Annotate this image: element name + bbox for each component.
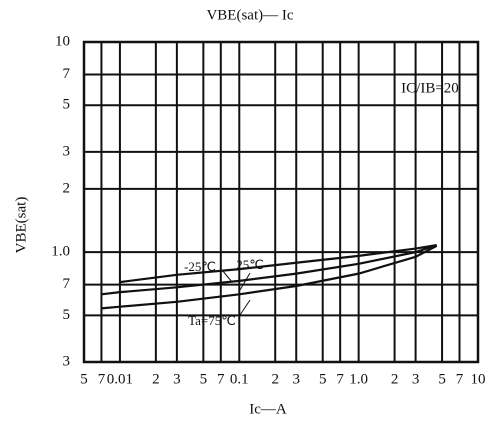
series-label: 25℃ [236, 257, 264, 272]
series-label: -25℃ [184, 259, 216, 274]
leader-line [239, 299, 251, 316]
x-tick-label: 0.1 [230, 371, 249, 387]
x-tick-label: 5 [80, 371, 88, 387]
series-line [101, 244, 437, 296]
x-tick-label: 0.01 [107, 371, 133, 387]
y-axis-label: VBE(sat) [13, 197, 29, 254]
y-tick-label: 10 [55, 33, 70, 49]
y-tick-label: 7 [63, 276, 71, 292]
x-tick-label: 10 [471, 371, 486, 387]
y-tick-label: 5 [63, 97, 71, 113]
leader-line [221, 269, 233, 283]
x-tick-label: 7 [217, 371, 225, 387]
series-label: Ta=75℃ [188, 313, 236, 328]
x-tick-label: 5 [200, 371, 208, 387]
leader-line [239, 272, 251, 291]
x-tick-label: 2 [391, 371, 399, 387]
y-tick-label: 3 [63, 353, 71, 369]
x-tick-label: 2 [152, 371, 160, 387]
x-tick-label: 1.0 [349, 371, 368, 387]
x-tick-label: 7 [98, 371, 106, 387]
chart-title: VBE(sat)— Ic [206, 7, 293, 23]
y-tick-label: 2 [63, 180, 71, 196]
x-axis-label: Ic—A [249, 401, 287, 417]
y-tick-label: 7 [63, 66, 71, 82]
x-tick-label: 3 [173, 371, 181, 387]
series-line [101, 244, 438, 310]
x-tick-label: 7 [456, 371, 464, 387]
annotation: IC/IB=20 [401, 80, 459, 96]
plot-frame [82, 40, 480, 364]
x-tick-label: 3 [292, 371, 300, 387]
x-tick-label: 5 [319, 371, 327, 387]
series-line [119, 244, 437, 284]
x-tick-label: 5 [438, 371, 446, 387]
y-tick-label: 3 [63, 143, 71, 159]
x-tick-label: 2 [271, 371, 279, 387]
annotation-box [386, 78, 474, 100]
x-tick-label: 7 [336, 371, 344, 387]
y-tick-label: 1.0 [51, 244, 70, 260]
y-tick-label: 5 [63, 307, 71, 323]
x-tick-label: 3 [412, 371, 420, 387]
